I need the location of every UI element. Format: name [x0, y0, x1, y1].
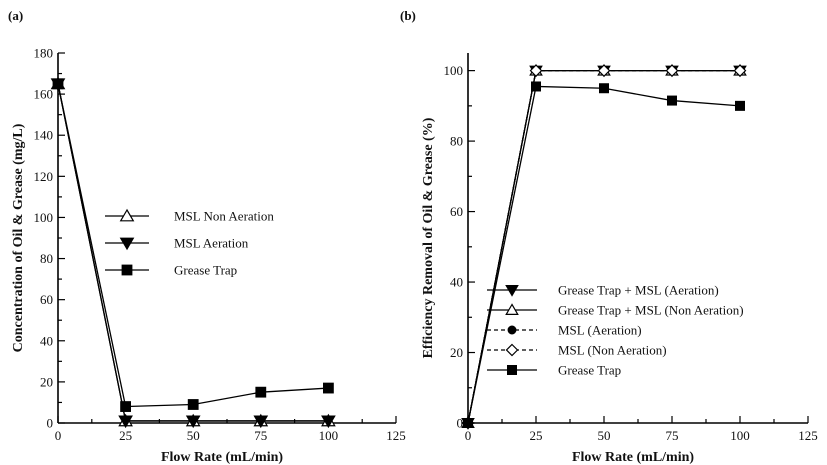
y-tick-label: 20	[40, 374, 53, 389]
legend-item: MSL (Aeration)	[487, 323, 642, 338]
legend-item: Grease Trap + MSL (Aeration)	[487, 283, 719, 298]
legend-marker	[121, 264, 133, 276]
x-tick-label: 25	[530, 428, 543, 443]
data-point	[665, 64, 679, 77]
data-point	[52, 78, 64, 90]
y-tick-label: 160	[34, 87, 54, 102]
data-point	[253, 415, 269, 429]
chart-panel-b: (b) 0 25 50 75 100 125 0 20 40 60 80 100 Flow Rate (m…	[400, 8, 818, 465]
data-point	[118, 415, 133, 429]
data-point	[185, 415, 201, 429]
x-tick-label: 0	[465, 428, 472, 443]
x-tick-label: 125	[798, 428, 818, 443]
chart-panel-a: (a) 0 25 50 75 100 125 0 20 40 60 80 100 120 140 160 180…	[8, 8, 406, 465]
data-point	[323, 382, 334, 394]
data-point	[666, 95, 677, 106]
legend-marker	[507, 365, 518, 376]
legend-label: MSL Aeration	[174, 236, 249, 251]
data-point	[463, 418, 474, 429]
series-grease-trap	[52, 78, 334, 412]
legend-marker	[119, 237, 135, 251]
legend-label: MSL (Aeration)	[558, 323, 642, 338]
legend-label: MSL Non Aeration	[174, 209, 274, 224]
y-tick-label: 40	[450, 275, 463, 290]
legend-marker	[119, 208, 135, 222]
legend-marker	[505, 343, 519, 357]
data-point	[530, 81, 541, 92]
legend-label: Grease Trap + MSL (Non Aeration)	[558, 303, 744, 318]
data-point	[597, 64, 611, 77]
y-axis-title: Efficiency Removal of Oil & Grease (%)	[421, 117, 436, 358]
data-point	[120, 401, 132, 412]
y-tick-label: 80	[40, 251, 53, 266]
legend-label: Grease Trap	[174, 263, 237, 278]
legend-label: MSL (Non Aeration)	[558, 343, 667, 358]
y-tick-label: 120	[34, 169, 54, 184]
data-point	[255, 386, 267, 398]
data-point	[321, 415, 336, 429]
x-tick-label: 50	[598, 428, 611, 443]
legend-marker	[505, 285, 519, 297]
x-tick-label: 25	[119, 428, 132, 443]
legend-label: Grease Trap + MSL (Aeration)	[558, 283, 719, 298]
series-msl-aeration	[50, 78, 336, 429]
legend-marker	[505, 303, 519, 315]
y-tick-label: 100	[34, 210, 54, 225]
x-tick-label: 125	[386, 428, 406, 443]
y-axis-title: Concentration of Oil & Grease (mg/L)	[11, 123, 26, 352]
x-tick-label: 50	[187, 428, 200, 443]
x-tick-label: 75	[254, 428, 267, 443]
legend-item: Grease Trap	[487, 363, 621, 378]
x-axis-title: Flow Rate (mL/min)	[161, 450, 283, 465]
legend: Grease Trap + MSL (Aeration) Grease Trap …	[487, 283, 744, 378]
legend: MSL Non Aeration MSL Aeration Grease Trap	[105, 209, 274, 278]
legend-marker	[507, 325, 517, 335]
x-tick-label: 0	[55, 428, 62, 443]
legend-item: MSL Non Aeration	[105, 209, 274, 224]
x-tick-label: 75	[666, 428, 679, 443]
x-tick-label: 100	[319, 428, 339, 443]
series-msl-non-aeration	[50, 76, 336, 427]
series-grease-trap	[463, 81, 745, 429]
y-tick-label: 40	[40, 333, 53, 348]
legend-item: MSL (Non Aeration)	[487, 343, 667, 358]
legend-item: Grease Trap	[105, 263, 237, 278]
series-line	[57, 83, 329, 422]
legend-item: Grease Trap + MSL (Non Aeration)	[487, 303, 744, 318]
data-point	[529, 64, 543, 77]
y-tick-label: 0	[47, 416, 54, 431]
legend-item: MSL Aeration	[105, 236, 249, 251]
y-tick-label: 60	[450, 204, 463, 219]
series-line	[57, 83, 329, 422]
y-tick-label: 100	[444, 63, 464, 78]
y-tick-label: 0	[457, 416, 464, 431]
panel-label: (a)	[8, 8, 23, 23]
data-point	[734, 100, 745, 111]
data-point	[187, 399, 199, 410]
series-line	[467, 69, 740, 424]
data-point	[598, 83, 609, 94]
legend-label: Grease Trap	[558, 363, 621, 378]
x-axis-title: Flow Rate (mL/min)	[572, 450, 694, 465]
x-tick-label: 100	[730, 428, 750, 443]
y-tick-label: 80	[450, 134, 463, 149]
y-tick-label: 140	[34, 128, 54, 143]
panel-label: (b)	[400, 8, 416, 23]
y-tick-label: 60	[40, 292, 53, 307]
y-tick-label: 20	[450, 345, 463, 360]
data-point	[733, 64, 747, 77]
y-tick-label: 180	[34, 46, 54, 61]
